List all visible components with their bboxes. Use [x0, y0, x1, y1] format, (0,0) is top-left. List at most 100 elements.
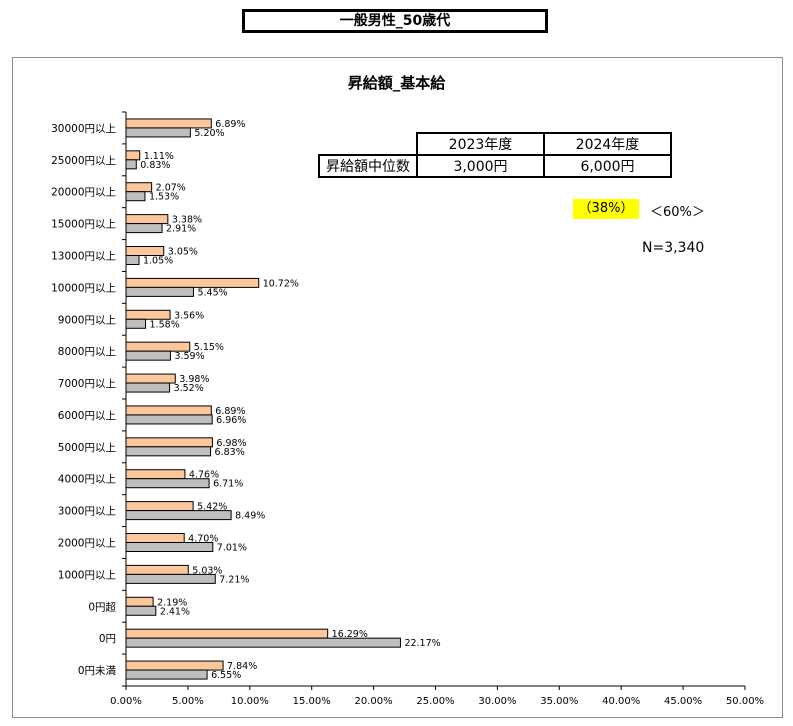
data-label: 7.84%: [227, 661, 257, 672]
bar: [125, 127, 191, 138]
data-label: 6.89%: [215, 119, 245, 130]
category-label: 0円: [99, 633, 116, 645]
data-label: 7.01%: [217, 543, 247, 554]
median-header-2023: 2023年度: [416, 132, 545, 156]
x-tick-label: 25.00%: [416, 696, 454, 707]
data-label: 1.05%: [143, 256, 173, 267]
bar: [125, 596, 154, 607]
median-value-2024: 6,000円: [543, 154, 672, 178]
data-label: 3.98%: [179, 374, 209, 385]
bar: [125, 182, 153, 193]
x-tick-label: 35.00%: [540, 696, 578, 707]
bar: [125, 605, 157, 616]
x-tick-label: 15.00%: [293, 696, 331, 707]
category-label: 0円未満: [78, 665, 117, 677]
bar: [125, 277, 260, 288]
category-label: 20000円以上: [51, 187, 116, 199]
median-value-2023: 3,000円: [416, 154, 545, 178]
bar: [125, 373, 176, 384]
data-label: 22.17%: [404, 638, 440, 649]
data-label: 5.45%: [197, 287, 227, 298]
x-tick-label: 0.00%: [110, 696, 142, 707]
bar: [125, 446, 212, 457]
data-label: 2.91%: [166, 224, 196, 235]
bar: [125, 469, 186, 480]
category-label: 8000円以上: [58, 346, 116, 358]
x-tick-label: 10.00%: [231, 696, 269, 707]
bar: [125, 159, 137, 170]
bar: [125, 510, 232, 521]
bar: [125, 309, 171, 320]
data-label: 6.71%: [213, 479, 243, 490]
bar: [125, 414, 213, 425]
category-label: 9000円以上: [58, 314, 116, 326]
data-label: 6.98%: [216, 438, 246, 449]
bar: [125, 150, 141, 161]
data-label: 1.11%: [144, 151, 174, 162]
bar: [125, 341, 191, 352]
category-label: 25000円以上: [51, 155, 116, 167]
data-label: 5.20%: [194, 128, 224, 139]
category-label: 4000円以上: [58, 474, 116, 486]
data-label: 2.07%: [156, 183, 186, 194]
x-tick-label: 40.00%: [602, 696, 640, 707]
page-title: 一般男性_50歳代: [242, 9, 548, 33]
bar: [125, 118, 212, 129]
data-label: 7.21%: [219, 574, 249, 585]
data-label: 5.15%: [194, 342, 224, 353]
chart-frame: [12, 57, 783, 718]
bar: [125, 573, 216, 584]
bar: [125, 246, 165, 256]
data-label: 6.83%: [215, 447, 245, 458]
data-label: 3.59%: [174, 351, 204, 362]
data-label: 3.56%: [174, 310, 204, 321]
bar: [125, 318, 147, 329]
x-tick-label: 5.00%: [172, 696, 204, 707]
sample-size: N=3,340: [642, 240, 705, 256]
median-header-blank: [319, 133, 417, 155]
category-label: 3000円以上: [58, 506, 116, 518]
bar: [125, 255, 140, 265]
bar: [125, 564, 189, 575]
data-label: 5.42%: [197, 502, 227, 513]
data-label: 2.19%: [157, 597, 187, 608]
bar: [125, 223, 163, 234]
category-label: 7000円以上: [58, 378, 116, 390]
bar: [125, 350, 171, 361]
median-header-2024: 2024年度: [543, 132, 672, 156]
data-label: 5.03%: [192, 565, 222, 576]
bar: [125, 542, 214, 552]
category-label: 30000円以上: [51, 123, 116, 135]
data-label: 3.38%: [172, 215, 202, 226]
data-label: 2.41%: [160, 606, 190, 617]
bar: [125, 533, 185, 543]
bar: [125, 437, 213, 448]
category-label: 0円超: [88, 600, 116, 613]
data-label: 4.76%: [189, 470, 219, 481]
data-label: 10.72%: [263, 278, 299, 289]
bar: [125, 214, 169, 225]
median-value-row: 昇給額中位数 3,000円 6,000円: [318, 154, 672, 178]
chart-title: 昇給額_基本給: [347, 74, 446, 92]
data-label: 1.58%: [150, 319, 180, 330]
data-label: 3.52%: [174, 383, 204, 394]
bar: [125, 669, 208, 680]
category-label: 6000円以上: [58, 410, 116, 422]
category-label: 5000円以上: [58, 442, 116, 454]
bar: [125, 286, 194, 297]
bar: [125, 191, 146, 202]
bar: [125, 637, 401, 648]
x-tick-label: 20.00%: [355, 696, 393, 707]
x-tick-label: 45.00%: [664, 696, 702, 707]
bar: [125, 628, 329, 639]
x-tick-label: 50.00%: [726, 696, 764, 707]
data-label: 4.70%: [188, 534, 218, 545]
category-label: 2000円以上: [58, 538, 116, 550]
median-row-label: 昇給額中位数: [318, 154, 418, 178]
highlight-badge: （38%）: [573, 199, 639, 219]
data-label: 1.53%: [149, 192, 179, 203]
data-label: 6.96%: [216, 415, 246, 426]
category-label: 15000円以上: [51, 219, 116, 231]
bar: [125, 660, 224, 671]
